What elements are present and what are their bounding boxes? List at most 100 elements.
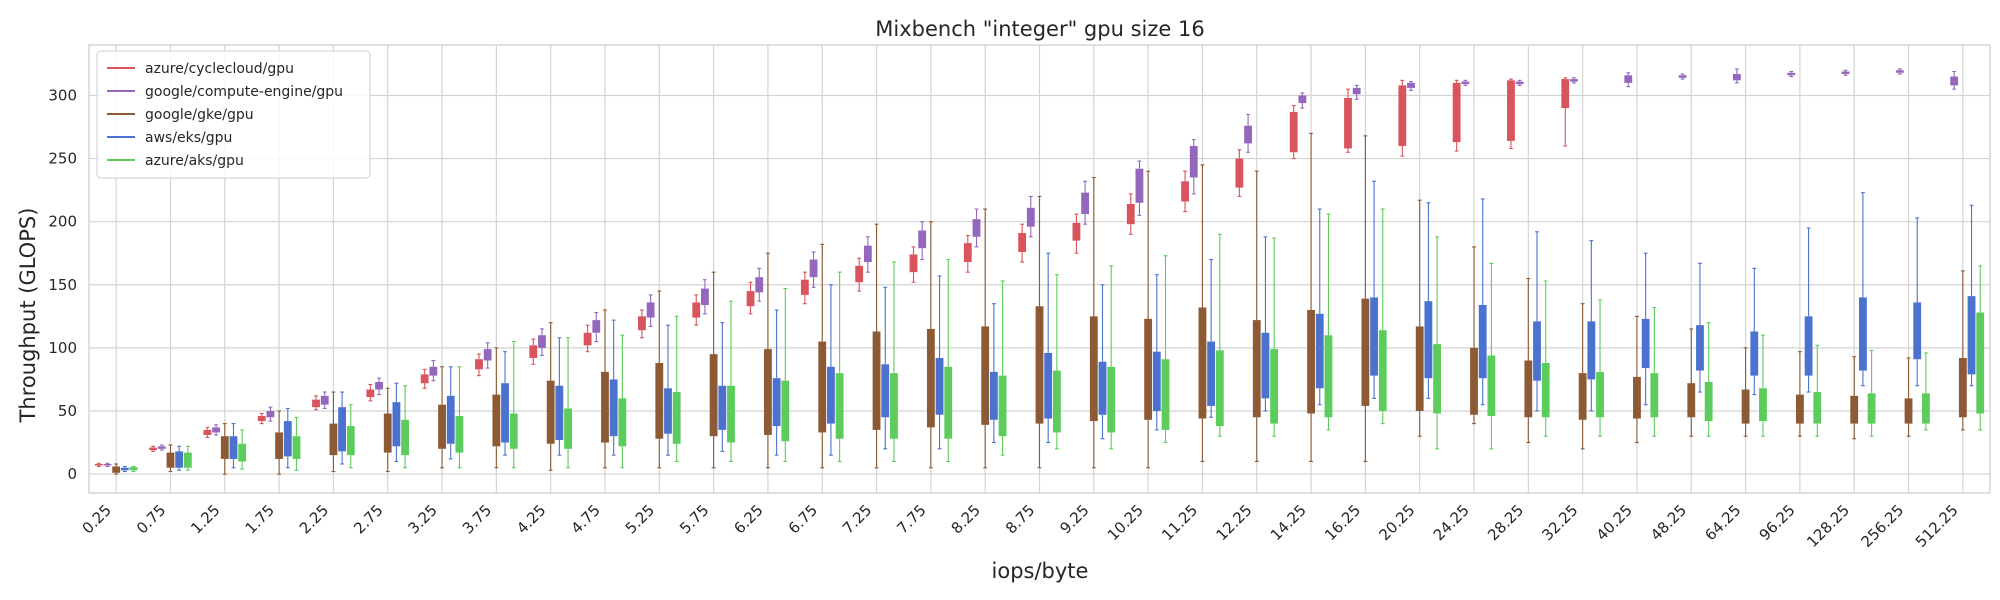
box bbox=[709, 354, 718, 437]
box bbox=[1741, 389, 1750, 424]
box bbox=[692, 302, 701, 318]
box bbox=[1515, 81, 1524, 85]
box bbox=[529, 345, 538, 358]
box bbox=[772, 378, 781, 427]
box bbox=[1270, 349, 1279, 424]
box bbox=[746, 291, 755, 307]
y-tick-label: 150 bbox=[48, 276, 77, 294]
box bbox=[638, 316, 646, 331]
box bbox=[609, 379, 618, 437]
box bbox=[375, 381, 383, 390]
box bbox=[1189, 145, 1198, 178]
legend-label: google/gke/gpu bbox=[145, 107, 254, 123]
box bbox=[1252, 320, 1261, 418]
box bbox=[212, 427, 221, 433]
box bbox=[701, 288, 709, 305]
box bbox=[1533, 321, 1541, 381]
box bbox=[1795, 394, 1804, 424]
box bbox=[1958, 357, 1967, 418]
box bbox=[1424, 301, 1433, 379]
box bbox=[1570, 79, 1578, 82]
box bbox=[1215, 350, 1224, 427]
series-1 bbox=[103, 68, 1959, 468]
box bbox=[283, 421, 292, 457]
box bbox=[1398, 85, 1407, 146]
box bbox=[346, 426, 355, 456]
box bbox=[1407, 82, 1415, 88]
series-4 bbox=[129, 208, 1985, 473]
box bbox=[1081, 192, 1090, 215]
box bbox=[1904, 398, 1913, 424]
box bbox=[383, 413, 392, 453]
box bbox=[183, 452, 192, 468]
box bbox=[509, 413, 518, 449]
legend-label: azure/aks/gpu bbox=[145, 153, 244, 169]
box bbox=[1207, 341, 1216, 406]
y-tick-labels: 0 50 100 150 200 250 300 bbox=[48, 86, 77, 483]
box bbox=[909, 254, 918, 273]
box bbox=[1507, 80, 1515, 141]
box bbox=[1244, 125, 1252, 144]
box bbox=[655, 363, 664, 439]
box bbox=[1235, 158, 1244, 188]
box bbox=[257, 416, 266, 422]
box bbox=[1344, 98, 1352, 149]
box bbox=[1370, 297, 1378, 376]
box bbox=[438, 404, 446, 449]
box bbox=[564, 408, 572, 449]
box bbox=[129, 467, 138, 471]
box bbox=[1324, 335, 1333, 418]
box bbox=[1578, 373, 1587, 420]
box bbox=[881, 364, 890, 418]
box bbox=[120, 467, 129, 471]
box bbox=[1135, 168, 1144, 203]
box bbox=[1307, 310, 1315, 414]
box bbox=[1152, 351, 1161, 411]
box bbox=[935, 357, 944, 415]
box bbox=[1524, 360, 1533, 418]
box bbox=[446, 395, 455, 444]
y-tick-label: 200 bbox=[48, 213, 77, 231]
box bbox=[1967, 296, 1976, 375]
box bbox=[1633, 376, 1641, 419]
box bbox=[835, 373, 844, 439]
box bbox=[989, 371, 998, 420]
box bbox=[1018, 233, 1027, 252]
box bbox=[366, 389, 375, 398]
box bbox=[998, 375, 1007, 437]
box bbox=[538, 335, 546, 348]
box bbox=[963, 243, 972, 263]
box bbox=[1732, 74, 1741, 81]
box bbox=[429, 366, 438, 376]
box bbox=[972, 219, 981, 237]
box bbox=[592, 320, 601, 333]
box bbox=[664, 388, 672, 434]
box bbox=[1378, 330, 1387, 411]
y-tick-label: 250 bbox=[48, 150, 77, 168]
box bbox=[1704, 381, 1713, 422]
box bbox=[1352, 87, 1361, 95]
box bbox=[1921, 393, 1930, 424]
box bbox=[501, 383, 509, 443]
box bbox=[420, 374, 429, 384]
box bbox=[1072, 222, 1081, 241]
box bbox=[229, 436, 238, 459]
box bbox=[149, 447, 158, 451]
box bbox=[94, 463, 103, 466]
box bbox=[1596, 371, 1604, 418]
box bbox=[203, 429, 212, 435]
box bbox=[1696, 325, 1704, 371]
box bbox=[1470, 347, 1478, 415]
box bbox=[1144, 318, 1153, 420]
box bbox=[755, 277, 764, 293]
box bbox=[175, 451, 184, 468]
box bbox=[1052, 370, 1061, 433]
box bbox=[1161, 359, 1170, 430]
box bbox=[1415, 326, 1424, 411]
box bbox=[1361, 298, 1370, 406]
y-axis-label: Throughput (GLOPS) bbox=[16, 208, 40, 424]
box bbox=[1261, 332, 1270, 399]
box bbox=[320, 395, 329, 405]
box bbox=[546, 380, 555, 444]
